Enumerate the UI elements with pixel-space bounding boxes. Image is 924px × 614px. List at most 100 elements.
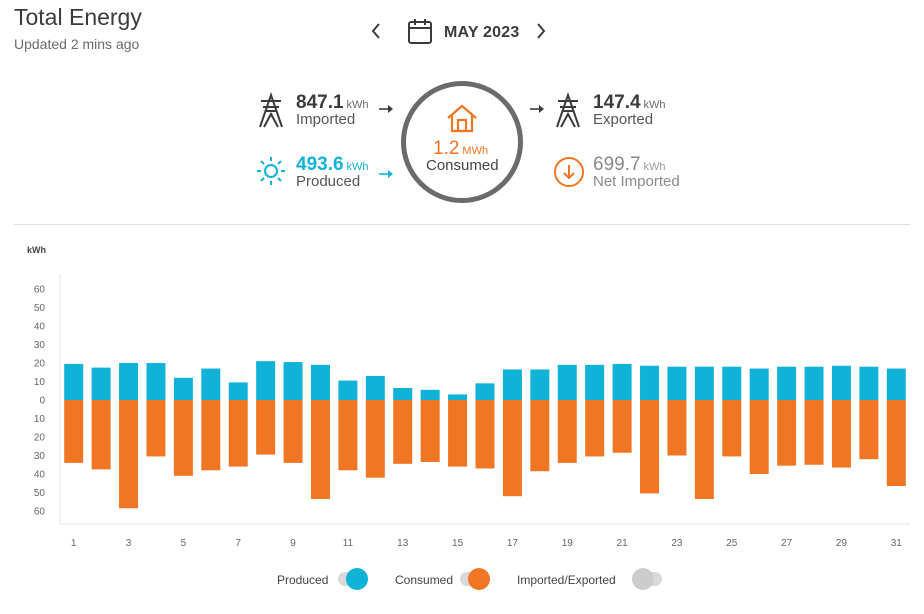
x-tick-label: 5 [181,538,187,549]
x-tick-label: 7 [235,538,241,549]
power-tower-icon [259,92,283,128]
consumed-bar [777,400,797,466]
produced-bar [749,368,769,400]
down-arrow-circle-icon [554,157,584,187]
x-tick-label: 3 [126,538,132,549]
legend-consumed-toggle[interactable] [460,568,490,590]
produced-bar [420,389,440,400]
consumed-bar [365,400,385,478]
produced-bar [667,366,687,400]
produced-bar [283,362,303,400]
toggle-knob [346,568,368,590]
prev-month-button[interactable] [364,18,388,44]
consumed-bar [420,400,440,462]
x-tick-label: 21 [617,538,629,549]
y-axis-label: kWh [27,245,46,255]
x-tick-label: 23 [671,538,683,549]
consumed-bar [475,400,495,469]
produced-bar [804,366,824,400]
consumed-bar [201,400,221,471]
consumed-bar [612,400,632,453]
x-tick-label: 17 [507,538,519,549]
x-tick-label: 13 [397,538,409,549]
y-tick-label: 60 [34,285,46,296]
x-tick-label: 9 [290,538,296,549]
produced-bar [859,366,879,400]
produced-bar [228,382,248,400]
consumed-bar [228,400,248,467]
divider [14,224,910,225]
net-imported-value: 699.7 kWh [593,154,666,175]
y-tick-label: 30 [34,340,46,351]
y-tick-label: 50 [34,303,46,314]
consumed-bar [146,400,166,457]
house-icon [447,104,477,133]
produced-bar [393,387,413,400]
consumed-bar [338,400,358,471]
x-tick-label: 15 [452,538,464,549]
x-tick-label: 19 [562,538,574,549]
y-tick-label: 20 [34,433,46,444]
produced-bar [831,365,851,400]
produced-bar [91,367,111,400]
y-tick-label: 50 [34,488,46,499]
current-month[interactable]: MAY 2023 [444,24,520,41]
consumed-bar [283,400,303,463]
x-tick-label: 25 [726,538,738,549]
consumed-bar [886,400,906,487]
consumed-bar [831,400,851,468]
legend-produced-toggle[interactable] [338,568,368,590]
y-tick-label: 10 [34,414,46,425]
produced-label: Produced [296,173,361,190]
consumed-label: Consumed [426,157,499,174]
produced-bar [365,375,385,400]
chevron-right-icon [537,23,546,39]
arrow-right-icon [379,170,393,178]
produced-bar [640,365,660,400]
x-tick-label: 11 [343,538,354,549]
x-tick-label: 31 [891,538,903,549]
updated-status: Updated 2 mins ago [14,36,140,52]
produced-value: 493.6 kWh [296,154,369,175]
arrow-right-icon [530,105,544,113]
produced-bar [886,368,906,400]
y-tick-label: 20 [34,359,46,370]
calendar-icon[interactable] [407,17,433,45]
consumed-bar [749,400,769,474]
consumed-value: 1.2 MWh [433,138,489,159]
produced-bar [612,363,632,400]
consumed-bar [502,400,522,497]
produced-bar [64,363,84,400]
chevron-left-icon [371,23,380,39]
consumed-bar [393,400,413,464]
imported-value: 847.1 kWh [296,92,369,113]
legend-imported-exported-toggle[interactable] [632,568,662,590]
legend-imported-exported-label: Imported/Exported [517,573,616,587]
consumed-bar [859,400,879,460]
next-month-button[interactable] [529,18,553,44]
y-tick-label: 10 [34,377,46,388]
consumed-bar [119,400,139,509]
consumed-ring [401,81,523,203]
toggle-knob [468,568,490,590]
x-tick-label: 27 [781,538,793,549]
y-tick-label: 40 [34,322,46,333]
y-tick-label: 0 [39,396,45,407]
produced-bar [777,366,797,400]
x-tick-label: 29 [836,538,848,549]
net-imported-label: Net Imported [593,173,680,190]
y-tick-label: 40 [34,470,46,481]
consumed-bar [256,400,276,455]
produced-bar [310,364,330,400]
y-tick-label: 30 [34,451,46,462]
y-tick-label: 60 [34,507,46,518]
power-tower-icon [556,92,580,128]
exported-value: 147.4 kWh [593,92,666,113]
produced-bar [338,380,358,400]
produced-bar [119,363,139,400]
consumed-bar [722,400,742,457]
produced-bar [448,394,468,400]
imported-label: Imported [296,111,356,128]
consumed-bar [557,400,577,463]
